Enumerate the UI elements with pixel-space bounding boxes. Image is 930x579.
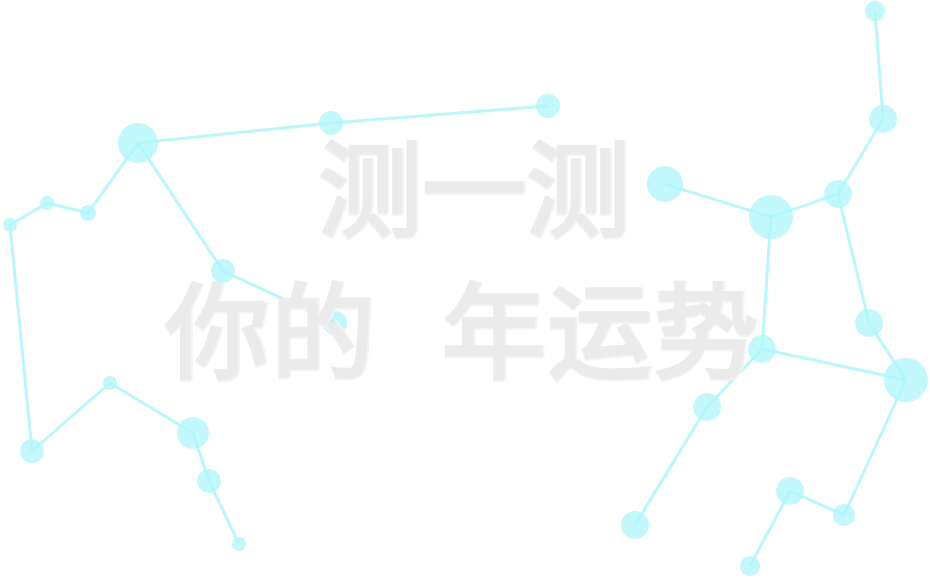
- network-node: [103, 376, 117, 390]
- network-edge: [836, 193, 871, 324]
- network-edge: [9, 201, 48, 227]
- network-node: [833, 504, 855, 526]
- title-line-2: 你的 年运势: [165, 273, 760, 395]
- network-edge: [137, 121, 332, 145]
- network-edge: [31, 381, 111, 453]
- network-node: [865, 1, 885, 21]
- network-node: [884, 358, 928, 402]
- network-node: [323, 311, 347, 335]
- network-node: [232, 537, 246, 551]
- network-node: [3, 218, 17, 232]
- network-node: [749, 195, 793, 239]
- network-node: [40, 196, 54, 210]
- network-edge: [330, 104, 549, 125]
- network-node: [824, 180, 852, 208]
- network-edge: [748, 490, 792, 567]
- network-node: [536, 94, 560, 118]
- network-node: [80, 205, 96, 221]
- title-line-1: 测一测: [318, 131, 631, 253]
- network-edge: [136, 142, 225, 272]
- network-node: [20, 439, 44, 463]
- network-edge: [873, 10, 885, 120]
- network-node: [693, 393, 721, 421]
- network-edge: [842, 379, 908, 516]
- network-edge: [222, 269, 336, 325]
- network-node: [319, 111, 343, 135]
- network-node: [647, 166, 683, 202]
- network-node: [869, 105, 897, 133]
- network-edge: [761, 347, 907, 382]
- network-node: [197, 469, 221, 493]
- network-node: [855, 309, 883, 337]
- network-node: [748, 335, 776, 363]
- network-edge: [8, 224, 34, 452]
- network-node: [118, 123, 158, 163]
- network-edge: [109, 381, 194, 435]
- network-node: [177, 417, 209, 449]
- network-edge: [760, 216, 773, 350]
- network-node: [621, 511, 649, 539]
- network-node: [740, 556, 760, 576]
- network-edge: [836, 118, 885, 195]
- network-edge: [633, 406, 709, 526]
- network-node: [211, 259, 235, 283]
- network-node: [776, 477, 804, 505]
